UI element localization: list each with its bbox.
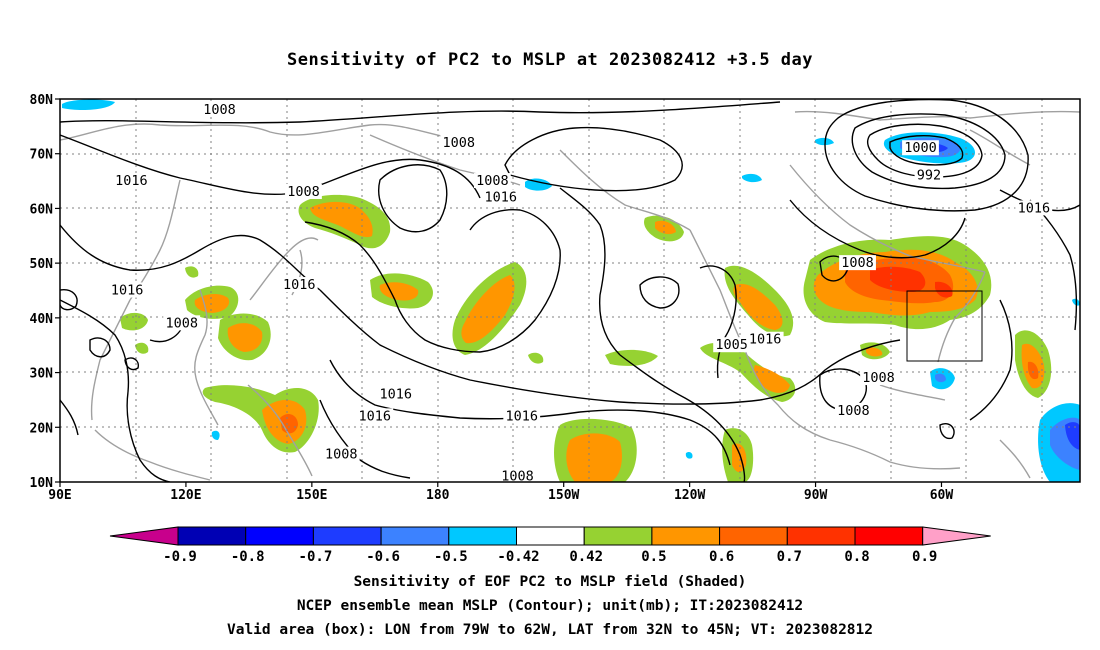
lon-tick-label: 90W	[804, 488, 828, 503]
contour-label: 992	[917, 168, 941, 184]
contour-label: 1005	[715, 337, 748, 353]
lon-tick-label: 90E	[48, 488, 71, 503]
colorbar-tick-label: 0.42	[569, 549, 603, 565]
contour-label: 1016	[283, 277, 316, 293]
colorbar-segment	[651, 526, 721, 546]
contour-label: 1016	[1018, 200, 1051, 216]
colorbar-tick-label: 0.7	[777, 549, 802, 565]
colorbar-segment	[177, 526, 247, 546]
contour-label: 1008	[165, 315, 198, 331]
colorbar-segment	[380, 526, 450, 546]
colorbar-tick-label: -0.42	[497, 549, 539, 565]
map-title: Sensitivity of PC2 to MSLP at 2023082412…	[286, 50, 813, 70]
colorbar-tick-label: 0.9	[912, 549, 937, 565]
contour-label: 1016	[484, 189, 517, 205]
contour-label: 1008	[841, 255, 874, 271]
map-panel: 1008101610161008101610081008100810161016…	[30, 93, 1081, 503]
lat-tick-label: 20N	[30, 421, 54, 436]
contour-label: 1000	[904, 140, 937, 156]
lon-tick-label: 120E	[170, 488, 201, 503]
caption-line-3: Valid area (box): LON from 79W to 62W, L…	[226, 622, 873, 638]
lon-tick-label: 150E	[296, 488, 327, 503]
longitude-tick-labels: 90E 120E 150E 180 150W 120W 90W 60W	[48, 482, 953, 503]
colorbar-left-arrow	[109, 526, 179, 546]
negative-sensitivity-shading	[62, 99, 1080, 482]
contour-label: 1008	[325, 447, 358, 463]
colorbar-segment	[786, 526, 856, 546]
lat-tick-label: 70N	[30, 148, 54, 163]
contour-label: 1016	[749, 332, 782, 348]
colorbar-tick-label: 0.8	[844, 549, 869, 565]
contour-label: 1008	[862, 370, 895, 386]
contour-label: 1008	[203, 102, 236, 118]
map-frame	[59, 98, 1081, 483]
lon-tick-label: 60W	[930, 488, 954, 503]
mslp-contours	[60, 99, 1080, 482]
colorbar-right-arrow	[922, 526, 991, 546]
contour-label: 1008	[476, 173, 509, 189]
colorbar-tick-label: -0.7	[299, 549, 333, 565]
contour-label: 1016	[359, 408, 392, 424]
lat-tick-label: 40N	[30, 312, 54, 327]
lat-tick-label: 50N	[30, 257, 54, 272]
contour-label: 1008	[501, 469, 534, 485]
colorbar-tick-label: -0.8	[231, 549, 265, 565]
colorbar-segment	[312, 526, 382, 546]
lat-tick-label: 60N	[30, 202, 54, 217]
colorbar-tick-label: 0.5	[641, 549, 666, 565]
latitude-tick-labels: 80N 70N 60N 50N 40N 30N 20N 10N	[30, 93, 60, 491]
colorbar-segment	[719, 526, 788, 546]
colorbar-segment	[854, 526, 924, 546]
colorbar-segment	[448, 526, 517, 546]
lat-tick-label: 30N	[30, 367, 54, 382]
contour-label: 1008	[837, 403, 870, 419]
contour-label: 1016	[380, 386, 413, 402]
colorbar-segment	[245, 526, 314, 546]
contour-label: 1008	[443, 135, 476, 151]
lat-tick-label: 10N	[30, 476, 54, 491]
contour-label: 1016	[115, 173, 148, 189]
caption-line-2: NCEP ensemble mean MSLP (Contour); unit(…	[296, 598, 804, 614]
lon-tick-label: 180	[426, 488, 450, 503]
contour-label: 1008	[287, 184, 320, 200]
lat-tick-label: 80N	[30, 93, 54, 108]
colorbar-segment	[583, 526, 653, 546]
colorbar-tick-label: 0.6	[709, 549, 734, 565]
contour-labels: 1008101610161008101610081008100810161016…	[108, 101, 1053, 485]
lon-tick-label: 150W	[548, 488, 579, 503]
caption-line-1: Sensitivity of EOF PC2 to MSLP field (Sh…	[353, 574, 747, 590]
colorbar-tick-label: -0.6	[366, 549, 400, 565]
colorbar-tick-label: -0.5	[434, 549, 468, 565]
colorbar-tick-label: -0.9	[163, 549, 197, 565]
contour-label: 1016	[505, 408, 538, 424]
colorbar-segment	[516, 526, 585, 546]
colorbar: -0.9 -0.8 -0.7 -0.6 -0.5 -0.42 0.42 0.5 0.6 0.7 0.…	[109, 526, 991, 565]
contour-label: 1016	[111, 283, 144, 299]
valid-area-box	[906, 290, 983, 362]
lon-tick-label: 120W	[674, 488, 705, 503]
